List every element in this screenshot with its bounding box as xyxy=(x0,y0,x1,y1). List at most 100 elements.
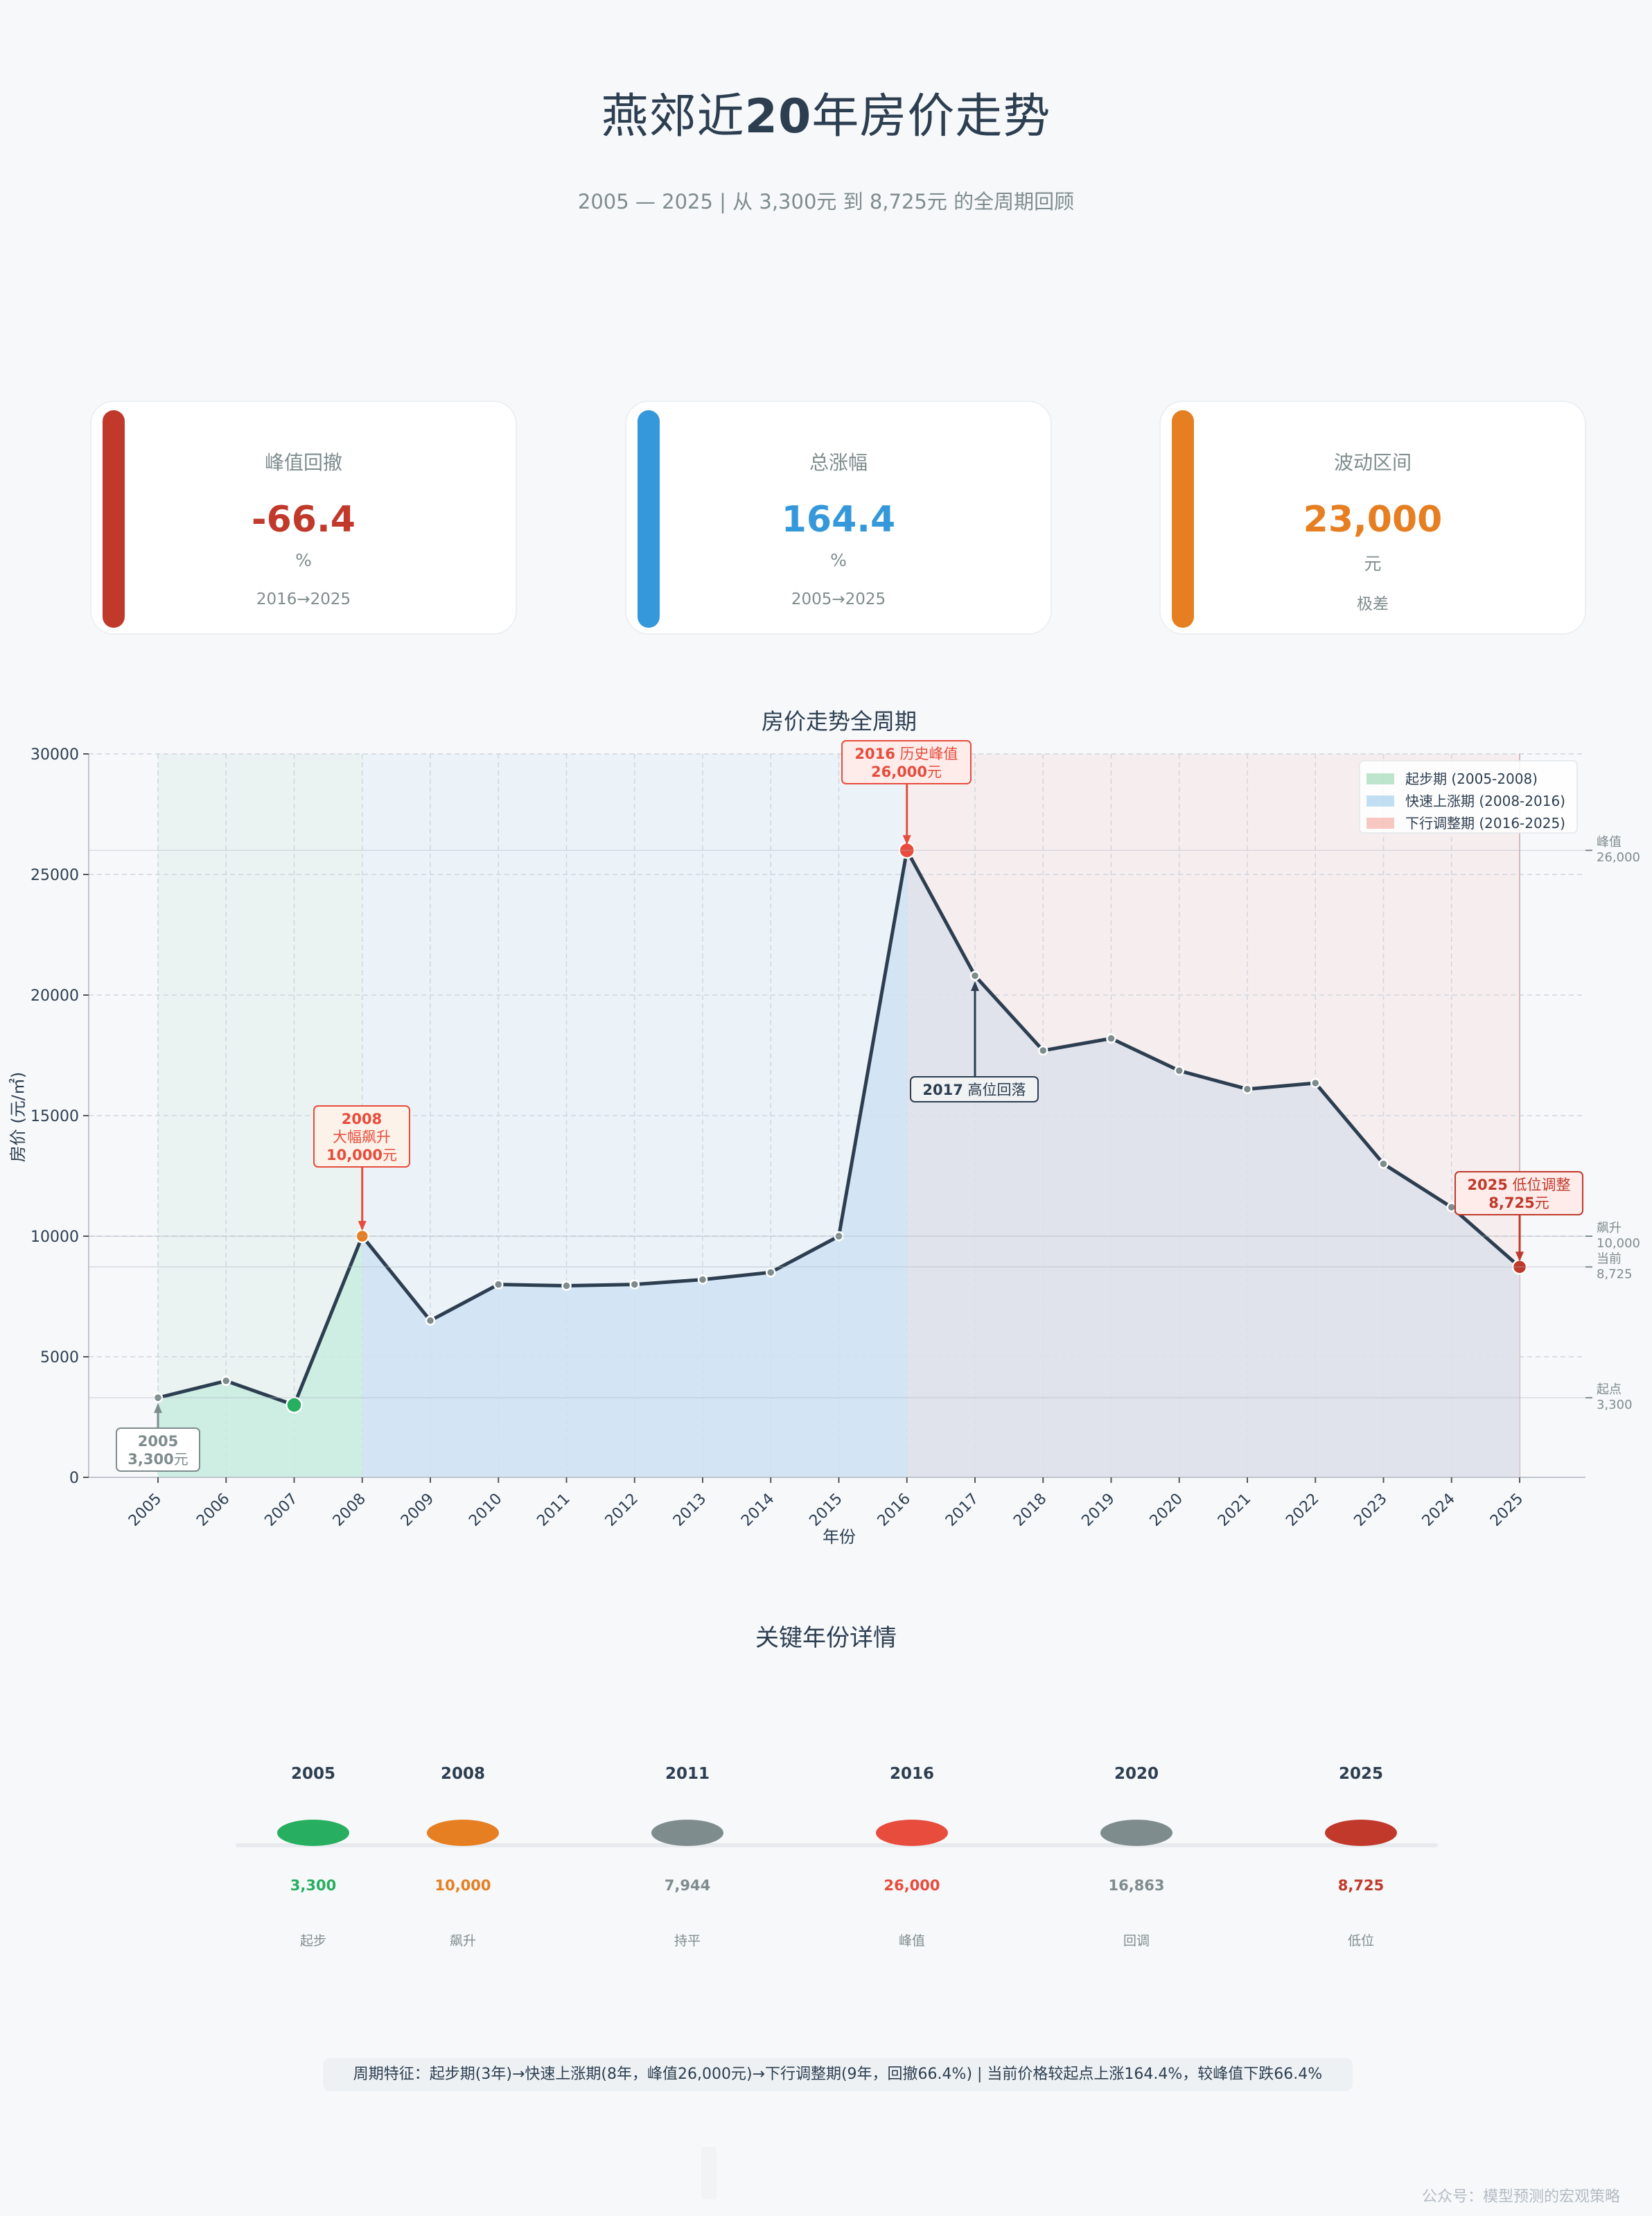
data-point-2020 xyxy=(1174,1065,1184,1076)
legend-swatch-1 xyxy=(1367,795,1394,807)
x-tick-label: 2021 xyxy=(1215,1490,1254,1530)
key-year-2020: 2020 16,863 回调 xyxy=(1067,1760,1206,1949)
x-tick-label: 2020 xyxy=(1147,1490,1186,1530)
x-tick-label: 2008 xyxy=(330,1490,369,1530)
data-point-2007 xyxy=(285,1396,303,1414)
ref-label: 当前 8,725 xyxy=(1597,1251,1633,1281)
card-note: 2016→2025 xyxy=(256,590,351,608)
key-year-value: 7,944 xyxy=(664,1877,711,1894)
key-year-label: 2011 xyxy=(665,1765,710,1783)
stat-card-total-gain: 总涨幅 164.4 % 2005→2025 xyxy=(625,401,1052,635)
card-unit: % xyxy=(295,550,312,570)
ref-label: 起点 3,300 xyxy=(1597,1382,1633,1412)
data-point-2024 xyxy=(1446,1202,1457,1213)
y-tick-label: 25000 xyxy=(30,867,79,884)
y-tick-label: 0 xyxy=(69,1470,79,1487)
annotation-box xyxy=(910,1076,1039,1102)
legend-entry-0: 起步期 (2005-2008) xyxy=(1405,771,1538,787)
key-year-dot xyxy=(427,1820,499,1846)
x-tick-label: 2005 xyxy=(125,1490,165,1530)
annotation-box xyxy=(313,1105,410,1168)
stat-card-range: 波动区间 23,000 元 极差 xyxy=(1159,401,1586,635)
page-subtitle: 2005 — 2025 | 从 3,300元 到 8,725元 的全周期回顾 xyxy=(577,190,1075,213)
card-unit: % xyxy=(830,550,847,570)
y-tick-label: 15000 xyxy=(30,1108,79,1125)
key-year-dot xyxy=(1325,1820,1397,1846)
area-fill-1 xyxy=(362,850,907,1477)
data-point-2019 xyxy=(1106,1033,1116,1044)
data-point-2023 xyxy=(1378,1159,1389,1169)
ref-label: 飙升 10,000 xyxy=(1597,1221,1640,1251)
card-value: -66.4 xyxy=(252,499,355,540)
x-tick-label: 2023 xyxy=(1351,1490,1390,1530)
key-year-dot xyxy=(651,1820,723,1846)
x-tick-label: 2024 xyxy=(1419,1490,1459,1530)
x-tick-label: 2009 xyxy=(398,1490,437,1530)
legend-box xyxy=(1359,760,1578,834)
annotation-arrowhead xyxy=(902,835,911,845)
key-year-tag: 峰值 xyxy=(898,1933,925,1949)
data-point-2006 xyxy=(221,1375,231,1387)
key-year-2025: 2025 8,725 低位 xyxy=(1292,1760,1430,1949)
area-fill-0 xyxy=(158,1236,362,1477)
x-tick-label: 2006 xyxy=(193,1490,233,1530)
data-point-2013 xyxy=(697,1274,708,1285)
x-tick-label: 2025 xyxy=(1487,1490,1527,1530)
annotation-box xyxy=(841,740,972,784)
annotation-arrowhead xyxy=(154,1403,162,1414)
x-tick-label: 2017 xyxy=(942,1490,982,1530)
data-point-2010 xyxy=(493,1279,504,1290)
card-value: 23,000 xyxy=(1303,499,1443,540)
annotation-box xyxy=(116,1427,200,1472)
y-tick-label: 5000 xyxy=(40,1349,79,1366)
key-year-label: 2025 xyxy=(1338,1765,1383,1783)
x-tick-label: 2019 xyxy=(1078,1490,1118,1530)
key-year-dot xyxy=(1100,1820,1172,1846)
key-year-tag: 持平 xyxy=(674,1933,701,1949)
section-title-key-years: 关键年份详情 xyxy=(755,1624,897,1652)
key-year-label: 2020 xyxy=(1114,1765,1159,1783)
timeline-track xyxy=(236,1843,1438,1847)
data-point-2012 xyxy=(629,1279,640,1290)
key-year-2008: 2008 10,000 飙升 xyxy=(394,1760,532,1949)
chart-title: 房价走势全周期 xyxy=(762,708,917,735)
key-year-tag: 飙升 xyxy=(449,1933,476,1949)
annotation-arrowhead xyxy=(358,1221,367,1231)
card-value: 164.4 xyxy=(781,499,896,540)
data-point-2017 xyxy=(969,970,981,981)
x-tick-label: 2015 xyxy=(806,1490,845,1530)
card-accent-bar xyxy=(1172,410,1194,628)
key-year-value: 10,000 xyxy=(434,1877,491,1894)
x-axis-label: 年份 xyxy=(823,1527,856,1547)
card-label: 波动区间 xyxy=(1333,451,1412,474)
card-note: 极差 xyxy=(1357,595,1389,613)
key-year-value: 16,863 xyxy=(1108,1877,1165,1894)
key-year-tag: 起步 xyxy=(299,1933,326,1949)
legend-swatch-2 xyxy=(1367,818,1394,829)
cycle-summary: 周期特征：起步期(3年)→快速上涨期(8年，峰值26,000元)→下行调整期(9… xyxy=(323,2058,1353,2091)
data-point-2022 xyxy=(1310,1078,1321,1089)
card-unit: 元 xyxy=(1364,554,1382,574)
x-tick-label: 2013 xyxy=(670,1490,710,1530)
annotation-arrowhead xyxy=(1515,1251,1524,1262)
key-year-label: 2016 xyxy=(889,1765,934,1783)
faint-divider xyxy=(701,2147,717,2199)
key-year-dot xyxy=(277,1820,349,1846)
data-point-2021 xyxy=(1242,1084,1253,1094)
x-tick-label: 2007 xyxy=(261,1490,301,1530)
card-accent-bar xyxy=(638,410,660,628)
data-point-2014 xyxy=(766,1267,776,1278)
y-tick-label: 30000 xyxy=(30,746,79,764)
stat-card-peak-drawdown: 峰值回撤 -66.4 % 2016→2025 xyxy=(90,401,517,635)
legend-swatch-0 xyxy=(1367,773,1394,784)
annotation-arrowhead xyxy=(971,981,979,992)
page-title: 燕郊近20年房价走势 xyxy=(601,89,1051,144)
key-year-tag: 回调 xyxy=(1123,1933,1150,1949)
key-year-label: 2005 xyxy=(290,1765,335,1783)
x-tick-label: 2011 xyxy=(534,1490,573,1530)
data-point-2011 xyxy=(561,1281,572,1291)
data-point-2009 xyxy=(425,1315,436,1326)
key-years-timeline: 2005 3,300 起步 2008 10,000 飙升 2011 7,944 持平 2016 26… xyxy=(208,1760,1455,1996)
x-tick-label: 2014 xyxy=(738,1490,777,1530)
